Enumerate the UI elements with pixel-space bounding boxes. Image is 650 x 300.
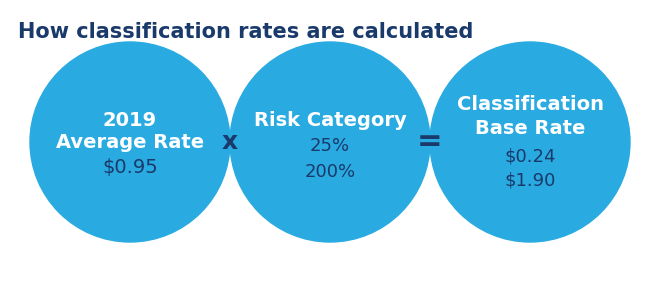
Text: Average Rate: Average Rate (56, 133, 204, 152)
Text: x: x (222, 130, 238, 154)
Text: 2019: 2019 (103, 110, 157, 130)
Text: 200%: 200% (304, 163, 356, 181)
Text: $1.90: $1.90 (504, 171, 556, 189)
Text: =: = (417, 128, 443, 157)
Text: 25%: 25% (310, 137, 350, 155)
Text: Base Rate: Base Rate (474, 118, 585, 137)
Circle shape (230, 42, 430, 242)
Text: How classification rates are calculated: How classification rates are calculated (18, 22, 473, 42)
Text: Risk Category: Risk Category (254, 110, 406, 130)
Text: $0.95: $0.95 (102, 158, 158, 178)
Text: $0.24: $0.24 (504, 147, 556, 165)
Circle shape (30, 42, 230, 242)
Text: Classification: Classification (456, 94, 603, 113)
Circle shape (430, 42, 630, 242)
